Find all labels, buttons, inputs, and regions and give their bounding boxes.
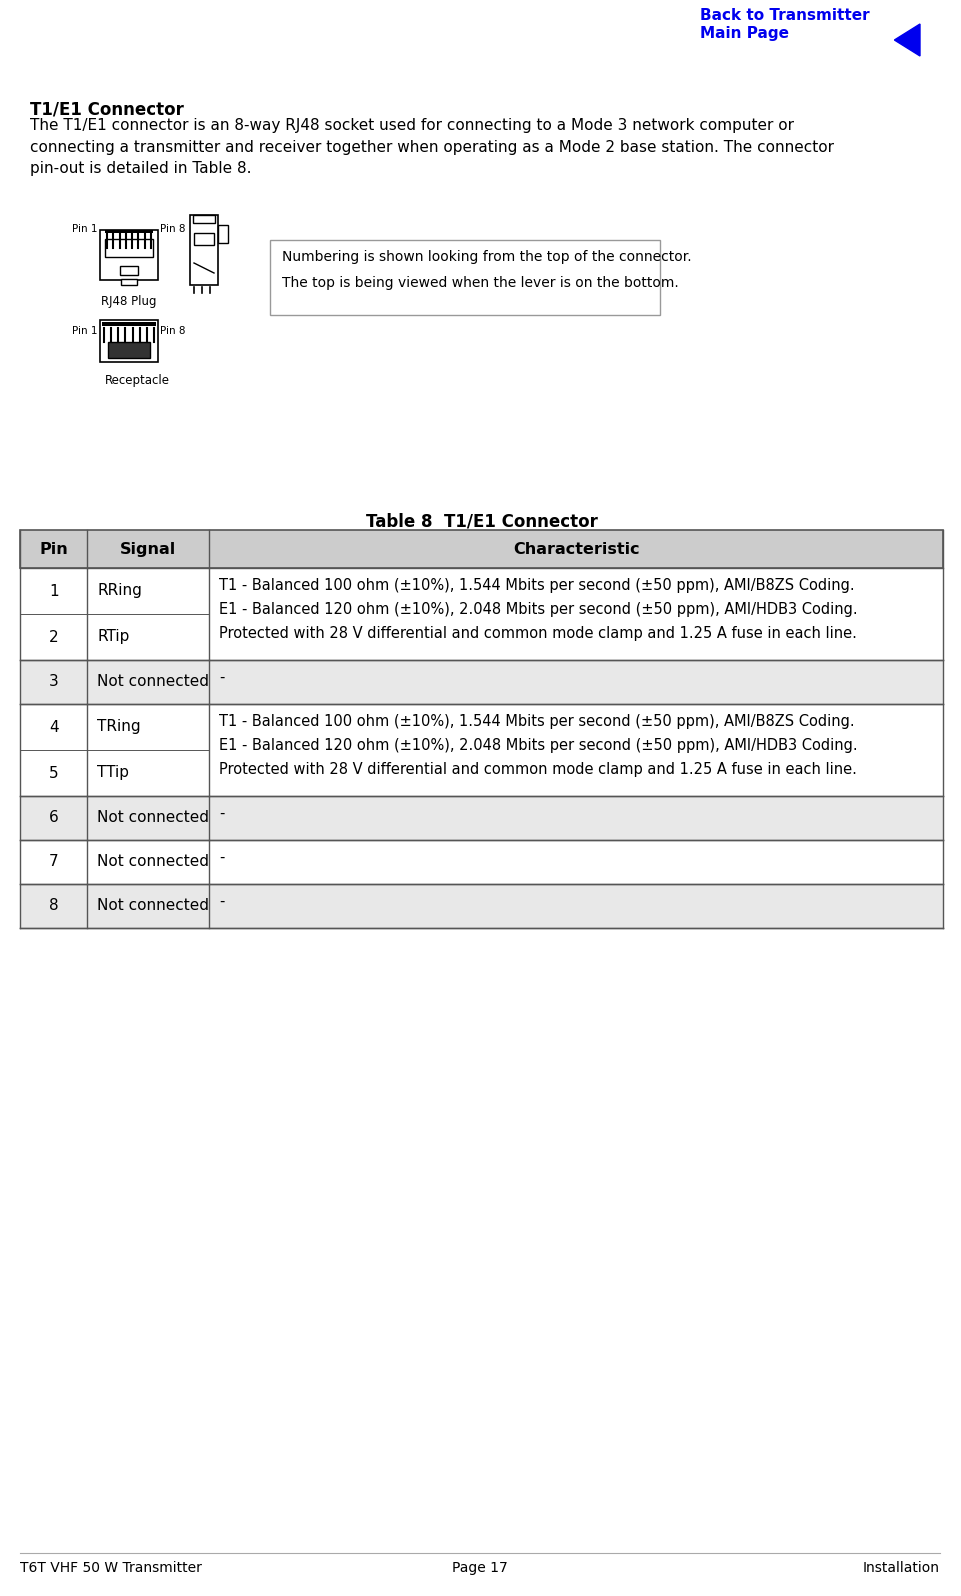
Text: 8: 8 bbox=[49, 899, 59, 913]
Text: E1 - Balanced 120 ohm (±10%), 2.048 Mbits per second (±50 ppm), AMI/HDB3 Coding.: E1 - Balanced 120 ohm (±10%), 2.048 Mbit… bbox=[219, 602, 858, 618]
Text: Pin 8: Pin 8 bbox=[160, 326, 185, 337]
Text: T6T VHF 50 W Transmitter: T6T VHF 50 W Transmitter bbox=[20, 1561, 202, 1575]
Text: E1 - Balanced 120 ohm (±10%), 2.048 Mbits per second (±50 ppm), AMI/HDB3 Coding.: E1 - Balanced 120 ohm (±10%), 2.048 Mbit… bbox=[219, 737, 858, 753]
Text: 1: 1 bbox=[49, 584, 59, 598]
Text: The T1/E1 connector is an 8-way RJ48 socket used for connecting to a Mode 3 netw: The T1/E1 connector is an 8-way RJ48 soc… bbox=[30, 118, 834, 176]
Bar bbox=[100, 321, 158, 362]
Bar bbox=[20, 704, 943, 796]
Text: Installation: Installation bbox=[863, 1561, 940, 1575]
Text: T1/E1 Connector: T1/E1 Connector bbox=[30, 101, 184, 118]
Text: Table 8  T1/E1 Connector: Table 8 T1/E1 Connector bbox=[365, 512, 598, 530]
Text: RTip: RTip bbox=[97, 629, 130, 645]
Text: T1 - Balanced 100 ohm (±10%), 1.544 Mbits per second (±50 ppm), AMI/B8ZS Coding.: T1 - Balanced 100 ohm (±10%), 1.544 Mbit… bbox=[219, 578, 855, 594]
Text: Pin 8: Pin 8 bbox=[160, 223, 185, 235]
Text: Pin: Pin bbox=[39, 543, 68, 557]
Text: 2: 2 bbox=[49, 629, 59, 645]
Text: -: - bbox=[219, 806, 225, 820]
Text: TRing: TRing bbox=[97, 720, 141, 734]
Bar bbox=[121, 279, 137, 286]
Text: Protected with 28 V differential and common mode clamp and 1.25 A fuse in each l: Protected with 28 V differential and com… bbox=[219, 626, 857, 642]
Bar bbox=[20, 796, 943, 839]
Text: Main Page: Main Page bbox=[700, 26, 789, 41]
Text: Not connected: Not connected bbox=[97, 854, 209, 870]
Bar bbox=[105, 239, 153, 257]
Text: -: - bbox=[219, 894, 225, 910]
Bar bbox=[20, 884, 943, 927]
Text: Protected with 28 V differential and common mode clamp and 1.25 A fuse in each l: Protected with 28 V differential and com… bbox=[219, 761, 857, 777]
Text: Not connected: Not connected bbox=[97, 899, 209, 913]
Bar bbox=[20, 568, 943, 661]
Text: Characteristic: Characteristic bbox=[513, 543, 639, 557]
Text: Signal: Signal bbox=[120, 543, 177, 557]
Text: The top is being viewed when the lever is on the bottom.: The top is being viewed when the lever i… bbox=[282, 276, 678, 290]
Text: Not connected: Not connected bbox=[97, 811, 209, 825]
Text: Numbering is shown looking from the top of the connector.: Numbering is shown looking from the top … bbox=[282, 251, 692, 263]
Bar bbox=[20, 661, 943, 704]
Text: 3: 3 bbox=[49, 675, 59, 689]
Bar bbox=[193, 215, 215, 223]
Bar bbox=[100, 230, 158, 279]
Text: T1 - Balanced 100 ohm (±10%), 1.544 Mbits per second (±50 ppm), AMI/B8ZS Coding.: T1 - Balanced 100 ohm (±10%), 1.544 Mbit… bbox=[219, 713, 855, 729]
Text: RJ48 Plug: RJ48 Plug bbox=[101, 295, 157, 308]
Bar bbox=[194, 233, 214, 246]
Text: Page 17: Page 17 bbox=[452, 1561, 507, 1575]
Text: 6: 6 bbox=[49, 811, 59, 825]
Bar bbox=[270, 239, 660, 314]
Text: -: - bbox=[219, 851, 225, 865]
Text: 4: 4 bbox=[49, 720, 59, 734]
Text: Pin 1: Pin 1 bbox=[72, 223, 98, 235]
Bar bbox=[20, 839, 943, 884]
Text: 5: 5 bbox=[49, 766, 59, 780]
Polygon shape bbox=[895, 24, 920, 56]
Text: Receptacle: Receptacle bbox=[105, 373, 170, 386]
Bar bbox=[102, 322, 156, 326]
Text: Back to Transmitter: Back to Transmitter bbox=[700, 8, 870, 22]
Text: 7: 7 bbox=[49, 854, 59, 870]
Bar bbox=[190, 215, 218, 286]
Text: TTip: TTip bbox=[97, 766, 130, 780]
Bar bbox=[105, 230, 153, 233]
Bar bbox=[218, 225, 228, 243]
Text: Pin 1: Pin 1 bbox=[72, 326, 98, 337]
Bar bbox=[108, 342, 150, 358]
Text: Not connected: Not connected bbox=[97, 675, 209, 689]
Text: -: - bbox=[219, 670, 225, 685]
Bar bbox=[20, 530, 943, 568]
Bar bbox=[120, 267, 138, 275]
Text: RRing: RRing bbox=[97, 584, 142, 598]
